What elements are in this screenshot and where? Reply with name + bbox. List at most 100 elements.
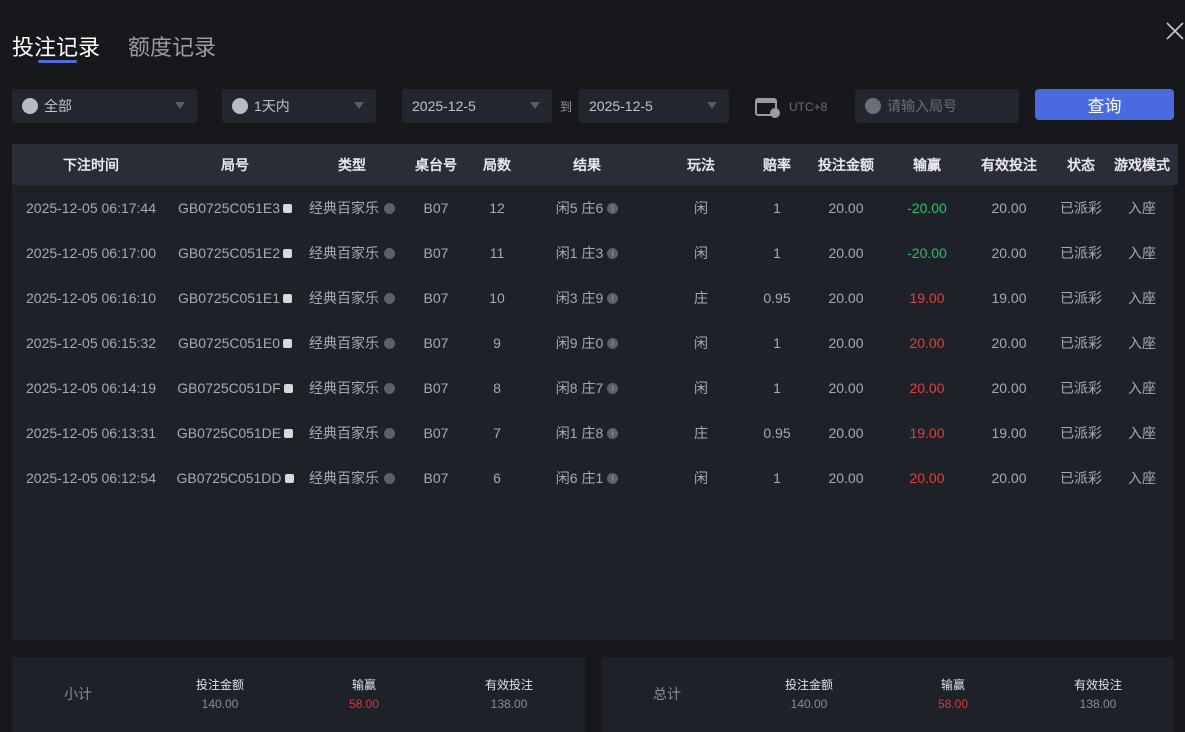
replay-icon[interactable] bbox=[384, 428, 395, 440]
replay-icon[interactable] bbox=[384, 473, 395, 485]
cell: 19.00 bbox=[892, 410, 962, 455]
cell: 入座 bbox=[1106, 365, 1178, 410]
cell: 入座 bbox=[1106, 185, 1178, 230]
cell: 20.00 bbox=[892, 365, 962, 410]
cell-value: 20.00 bbox=[828, 334, 864, 351]
cell: 20.00 bbox=[962, 365, 1056, 410]
table-row: 2025-12-05 06:14:19 GB0725C051DF 经典百家乐 B07 8… bbox=[12, 365, 1178, 410]
total-bet-label: 投注金额 bbox=[784, 678, 833, 692]
close-icon[interactable] bbox=[1165, 21, 1185, 41]
cell: 闲 bbox=[648, 185, 754, 230]
info-icon[interactable]: i bbox=[607, 473, 619, 485]
table-row: 2025-12-05 06:17:00 GB0725C051E2 经典百家乐 B07 1… bbox=[12, 230, 1178, 275]
cell-value: GB0725C051E2 bbox=[178, 244, 280, 261]
column-header: 局号 bbox=[170, 144, 300, 185]
subtotal-panel: 小计 投注金额 140.00 输赢 58.00 有效投注 138.00 bbox=[12, 657, 585, 732]
tab-credit-records[interactable]: 额度记录 bbox=[128, 35, 217, 60]
info-icon[interactable]: i bbox=[607, 293, 619, 305]
cell-value: 19.00 bbox=[909, 289, 945, 306]
column-header: 下注时间 bbox=[12, 144, 170, 185]
column-header: 输赢 bbox=[892, 144, 962, 185]
table-row: 2025-12-05 06:17:44 GB0725C051E3 经典百家乐 B07 1… bbox=[12, 185, 1178, 230]
cell: B07 bbox=[404, 230, 468, 275]
cell: 经典百家乐 bbox=[300, 275, 404, 320]
cell: 闲 bbox=[648, 230, 754, 275]
copy-icon[interactable] bbox=[282, 294, 292, 304]
cell: 经典百家乐 bbox=[300, 410, 404, 455]
date-from-select[interactable]: 2025-12-5 bbox=[402, 89, 552, 123]
active-tab-indicator bbox=[38, 60, 77, 63]
subtotal-valid-label: 有效投注 bbox=[484, 678, 533, 692]
info-icon[interactable]: i bbox=[607, 428, 619, 440]
cell-value: 已派彩 bbox=[1060, 424, 1102, 441]
cell: 闲9 庄0 i bbox=[526, 320, 648, 365]
cell: 0.95 bbox=[754, 275, 800, 320]
cell: B07 bbox=[404, 320, 468, 365]
cell: B07 bbox=[404, 455, 468, 500]
cell-value: 庄 bbox=[694, 424, 708, 441]
cell: 19.00 bbox=[962, 410, 1056, 455]
cell-value: 经典百家乐 bbox=[309, 424, 379, 441]
cell: 入座 bbox=[1106, 275, 1178, 320]
cell: 闲 bbox=[648, 365, 754, 410]
cell: 闲1 庄8 i bbox=[526, 410, 648, 455]
cell-value: 已派彩 bbox=[1060, 244, 1102, 261]
period-select[interactable]: 1天内 bbox=[222, 89, 376, 123]
column-header: 玩法 bbox=[648, 144, 754, 185]
date-to-select[interactable]: 2025-12-5 bbox=[579, 89, 729, 123]
copy-icon[interactable] bbox=[283, 384, 293, 394]
cell: 1 bbox=[754, 455, 800, 500]
copy-icon[interactable] bbox=[282, 339, 292, 349]
cell: -20.00 bbox=[892, 230, 962, 275]
round-search-field[interactable] bbox=[855, 89, 1019, 123]
copy-icon[interactable] bbox=[284, 474, 294, 484]
copy-icon[interactable] bbox=[282, 204, 292, 214]
round-search-input[interactable] bbox=[887, 98, 1007, 114]
cell: 闲8 庄7 i bbox=[526, 365, 648, 410]
replay-icon[interactable] bbox=[384, 338, 395, 350]
cell-value: 闲 bbox=[694, 379, 708, 396]
replay-icon[interactable] bbox=[384, 203, 395, 215]
cell: 已派彩 bbox=[1056, 365, 1106, 410]
cell-value: -20.00 bbox=[907, 244, 947, 261]
cell-value: B07 bbox=[423, 469, 449, 486]
cell-value: 入座 bbox=[1128, 244, 1156, 261]
cell: 2025-12-05 06:12:54 bbox=[12, 455, 170, 500]
column-header: 状态 bbox=[1056, 144, 1106, 185]
cell-value: 2025-12-05 06:17:00 bbox=[26, 244, 156, 261]
copy-icon[interactable] bbox=[284, 429, 294, 439]
cell: 20.00 bbox=[892, 320, 962, 365]
replay-icon[interactable] bbox=[384, 248, 395, 260]
cell: 已派彩 bbox=[1056, 320, 1106, 365]
replay-icon[interactable] bbox=[384, 383, 395, 395]
cell-value: 已派彩 bbox=[1060, 469, 1102, 486]
cell-value: 闲 bbox=[694, 469, 708, 486]
cell: 入座 bbox=[1106, 455, 1178, 500]
cell-value: 20.00 bbox=[991, 379, 1027, 396]
cell: 闲6 庄1 i bbox=[526, 455, 648, 500]
column-header: 赔率 bbox=[754, 144, 800, 185]
cell: 闲 bbox=[648, 320, 754, 365]
cell-value: 已派彩 bbox=[1060, 334, 1102, 351]
cell-value: 闲3 庄9 bbox=[555, 289, 604, 306]
cell: 19.00 bbox=[962, 275, 1056, 320]
cell-value: 11 bbox=[489, 244, 505, 261]
tab-bet-records[interactable]: 投注记录 bbox=[12, 35, 101, 60]
copy-icon[interactable] bbox=[282, 249, 292, 259]
cell-value: 6 bbox=[493, 469, 501, 486]
cell: 20.00 bbox=[962, 230, 1056, 275]
calendar-clock-icon bbox=[755, 98, 780, 118]
replay-icon[interactable] bbox=[384, 293, 395, 305]
query-button[interactable]: 查询 bbox=[1035, 89, 1174, 120]
cell-value: B07 bbox=[423, 379, 449, 396]
cell: 已派彩 bbox=[1056, 275, 1106, 320]
cell: B07 bbox=[404, 410, 468, 455]
info-icon[interactable]: i bbox=[607, 248, 619, 260]
cell: 经典百家乐 bbox=[300, 365, 404, 410]
info-icon[interactable]: i bbox=[607, 338, 619, 350]
game-type-select[interactable]: 全部 bbox=[12, 89, 197, 123]
cell: 10 bbox=[468, 275, 526, 320]
info-icon[interactable]: i bbox=[607, 383, 619, 395]
info-icon[interactable]: i bbox=[607, 203, 619, 215]
timezone-label: UTC+8 bbox=[789, 100, 828, 114]
